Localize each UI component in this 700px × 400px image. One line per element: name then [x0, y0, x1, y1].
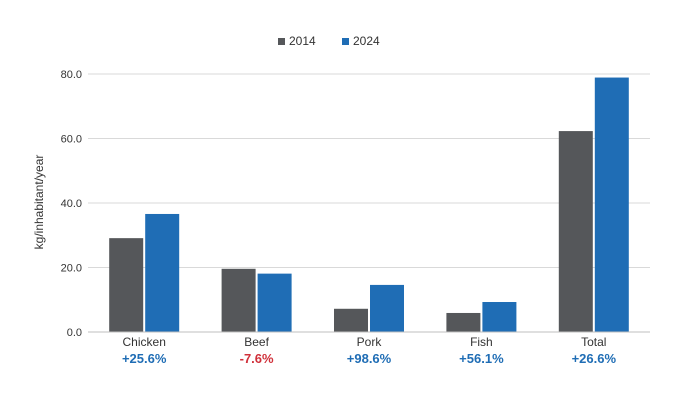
legend-swatch-2024 — [342, 38, 349, 45]
legend: 2014 2024 — [278, 34, 380, 48]
legend-label: 2024 — [353, 34, 380, 48]
bar-2024-total — [594, 77, 629, 332]
change-label: +98.6% — [347, 351, 392, 366]
x-category-label: Total — [581, 335, 606, 349]
x-category-label: Beef — [244, 335, 269, 349]
change-label: +56.1% — [459, 351, 504, 366]
bar-2014-fish — [446, 312, 481, 332]
y-tick-label: 20.0 — [61, 263, 82, 275]
bar-2024-beef — [257, 273, 292, 332]
grid-lines — [88, 73, 650, 268]
legend-swatch-2014 — [278, 38, 285, 45]
legend-label: 2014 — [289, 34, 316, 48]
labels: Chicken +25.6% Beef -7.6% Pork +98.6% Fish +56.… — [122, 335, 616, 366]
y-tick-label: 80.0 — [61, 69, 82, 81]
bar-2014-total — [558, 131, 593, 332]
change-label: +25.6% — [122, 351, 167, 366]
axes: 0.0 20.0 40.0 60.0 80.0 — [61, 69, 650, 339]
change-label: +26.6% — [572, 351, 617, 366]
bar-2024-chicken — [145, 213, 180, 332]
change-label: -7.6% — [240, 351, 274, 366]
y-axis-title: kg/inhabitant/year — [32, 155, 46, 250]
bar-2014-beef — [221, 268, 256, 332]
x-category-label: Pork — [357, 335, 383, 349]
y-tick-label: 0.0 — [67, 327, 82, 339]
bar-2024-pork — [370, 284, 404, 332]
bar-2024-fish — [482, 302, 517, 332]
x-category-label: Chicken — [123, 335, 166, 349]
y-tick-label: 60.0 — [61, 134, 82, 146]
bar-2014-chicken — [109, 238, 144, 332]
bars — [109, 77, 629, 332]
bar-2014-pork — [334, 308, 368, 332]
y-tick-label: 40.0 — [61, 198, 82, 210]
x-category-label: Fish — [470, 335, 493, 349]
